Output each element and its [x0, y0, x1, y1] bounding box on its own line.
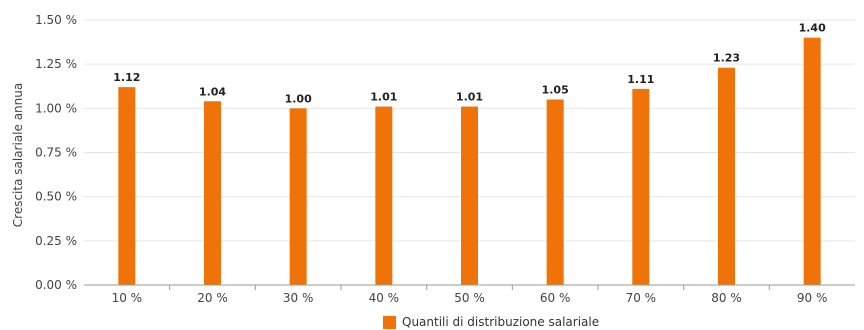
- y-axis-ticks: 0.00 % 0.25 % 0.50 % 0.75 % 1.00 % 1.25 % 1.50…: [35, 13, 77, 292]
- data-label: 1.23: [713, 52, 740, 65]
- data-label: 1.01: [456, 91, 483, 104]
- data-label: 1.00: [285, 92, 312, 105]
- x-tick-label: 30 %: [283, 291, 314, 305]
- bar: [546, 99, 564, 285]
- x-tick-label: 70 %: [626, 291, 657, 305]
- y-tick-label: 0.50 %: [35, 190, 77, 204]
- x-axis-ticks: 10 % 20 % 30 % 40 % 50 % 60 % 70 % 80 % 90 %: [112, 285, 828, 305]
- x-tick-label: 80 %: [711, 291, 742, 305]
- y-tick-label: 1.25 %: [35, 57, 77, 71]
- legend-label: Quantili di distribuzione salariale: [402, 315, 600, 329]
- x-tick-label: 20 %: [197, 291, 228, 305]
- x-tick-label: 50 %: [454, 291, 485, 305]
- y-tick-label: 0.25 %: [35, 234, 77, 248]
- bar: [118, 87, 136, 285]
- x-tick-label: 60 %: [540, 291, 571, 305]
- bar-chart: 0.00 % 0.25 % 0.50 % 0.75 % 1.00 % 1.25 % 1.50…: [11, 13, 855, 305]
- data-label: 1.40: [799, 22, 826, 35]
- bar: [632, 88, 650, 286]
- bar: [289, 108, 307, 285]
- data-labels: 1.12 1.04 1.00 1.01 1.01 1.05 1.11 1.23 1.40: [113, 22, 826, 106]
- data-label: 1.05: [542, 84, 569, 97]
- y-tick-label: 1.00 %: [35, 101, 77, 115]
- data-label: 1.04: [199, 85, 226, 98]
- bar: [461, 106, 478, 285]
- x-tick-label: 40 %: [369, 291, 400, 305]
- bar: [375, 106, 393, 285]
- y-tick-label: 0.75 %: [35, 146, 77, 160]
- legend-swatch: [383, 315, 396, 329]
- data-label: 1.12: [113, 71, 140, 84]
- bars: [118, 37, 821, 286]
- x-tick-label: 90 %: [797, 291, 828, 305]
- bar: [204, 101, 221, 286]
- bar: [803, 37, 821, 285]
- bar: [718, 67, 735, 285]
- data-label: 1.01: [370, 91, 397, 104]
- data-label: 1.11: [627, 73, 654, 86]
- y-axis-label: Crescita salariale annua: [11, 83, 25, 227]
- legend: Quantili di distribuzione salariale: [383, 315, 599, 329]
- y-tick-label: 1.50 %: [35, 13, 77, 27]
- y-tick-label: 0.00 %: [35, 278, 77, 292]
- x-tick-label: 10 %: [112, 291, 143, 305]
